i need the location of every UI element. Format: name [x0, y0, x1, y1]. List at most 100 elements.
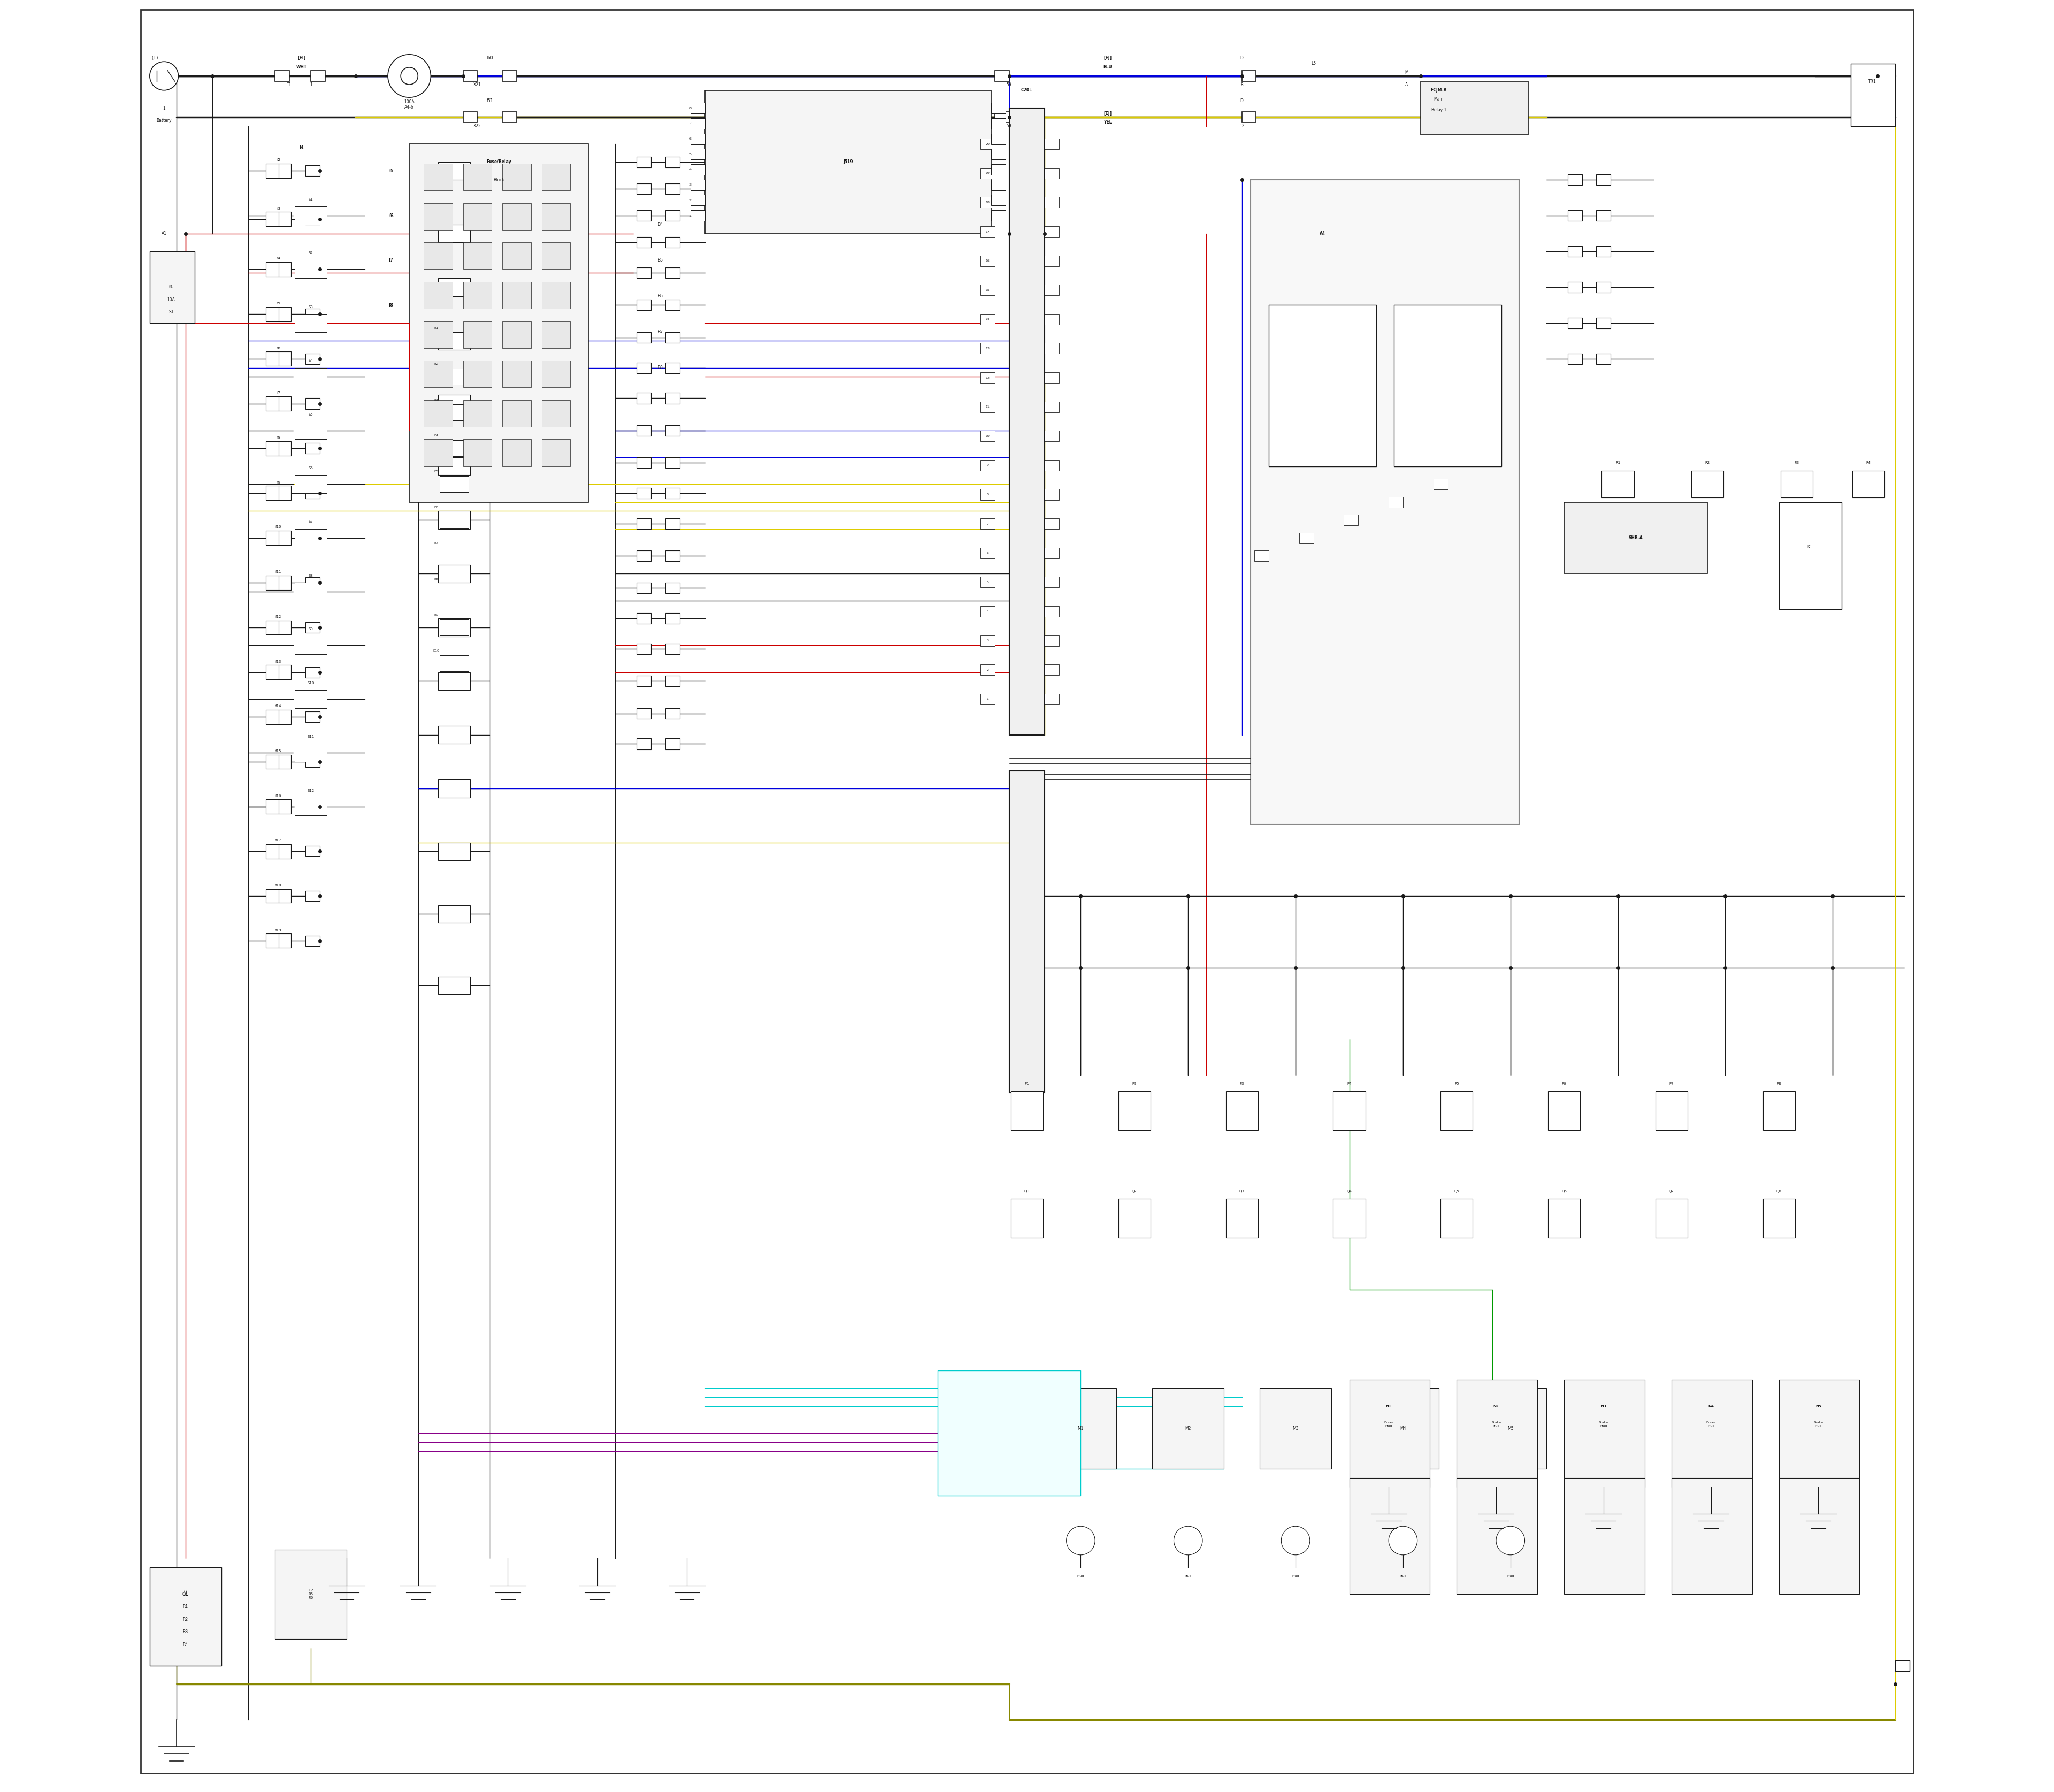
Bar: [637, 643, 651, 654]
Bar: [690, 195, 705, 206]
Bar: [1045, 577, 1060, 588]
Bar: [1045, 256, 1060, 267]
Bar: [306, 165, 320, 176]
Text: 4: 4: [986, 609, 988, 613]
Bar: [462, 202, 491, 229]
Bar: [1779, 1380, 1859, 1487]
Text: S11: S11: [308, 735, 314, 738]
Bar: [1549, 1199, 1580, 1238]
Bar: [980, 285, 994, 296]
Text: YEL: YEL: [1103, 120, 1111, 125]
Bar: [1045, 694, 1060, 704]
Bar: [306, 711, 320, 722]
Bar: [438, 457, 470, 475]
Bar: [306, 846, 320, 857]
Text: f8: f8: [388, 303, 394, 308]
Text: 19: 19: [986, 172, 990, 174]
Bar: [637, 210, 651, 220]
Text: 59: 59: [1006, 82, 1013, 88]
Text: B1: B1: [433, 328, 438, 330]
Bar: [980, 489, 994, 500]
Bar: [440, 548, 468, 564]
Text: 12: 12: [1239, 124, 1245, 129]
Bar: [637, 582, 651, 593]
Bar: [294, 260, 327, 278]
Bar: [1567, 246, 1582, 256]
Text: P3: P3: [1239, 1082, 1245, 1086]
Text: N4: N4: [1709, 1405, 1713, 1409]
Text: Block: Block: [493, 177, 505, 183]
Bar: [267, 620, 292, 634]
Bar: [423, 439, 452, 466]
Text: Battery: Battery: [156, 118, 173, 124]
Text: Brake
Plug: Brake Plug: [1814, 1529, 1824, 1534]
Bar: [462, 163, 491, 190]
Text: Q7: Q7: [1670, 1190, 1674, 1193]
Text: R2: R2: [183, 1616, 189, 1622]
Bar: [665, 332, 680, 342]
Bar: [294, 690, 327, 708]
Bar: [267, 575, 292, 590]
Bar: [992, 118, 1006, 129]
Bar: [994, 70, 1009, 81]
Bar: [306, 353, 320, 364]
Bar: [1851, 63, 1896, 125]
Bar: [665, 299, 680, 310]
Text: f2: f2: [277, 158, 281, 161]
Bar: [275, 1550, 347, 1640]
Text: Brake
Plug: Brake Plug: [1707, 1529, 1715, 1534]
Bar: [440, 333, 468, 349]
Bar: [665, 267, 680, 278]
Text: [EJ]: [EJ]: [1103, 56, 1111, 61]
Text: f3: f3: [277, 206, 281, 210]
Text: Brake
Plug: Brake Plug: [1491, 1421, 1501, 1426]
Text: B2: B2: [433, 362, 438, 366]
Text: P6: P6: [1561, 1082, 1567, 1086]
Text: f6: f6: [388, 213, 394, 219]
Text: f17: f17: [275, 839, 281, 842]
Bar: [937, 1371, 1080, 1496]
Text: 4: 4: [690, 168, 692, 170]
Bar: [992, 102, 1006, 113]
Text: B4: B4: [657, 222, 663, 228]
Bar: [1343, 514, 1358, 525]
Bar: [1045, 518, 1060, 529]
Bar: [1853, 471, 1886, 498]
Bar: [1045, 634, 1060, 645]
Text: Plug: Plug: [1292, 1575, 1298, 1577]
Text: FCJM-R: FCJM-R: [1432, 88, 1446, 93]
Text: N2: N2: [1493, 1405, 1499, 1409]
Bar: [294, 421, 327, 439]
Text: 2: 2: [690, 199, 692, 201]
Bar: [306, 801, 320, 812]
Bar: [992, 133, 1006, 143]
Bar: [980, 461, 994, 471]
Bar: [690, 133, 705, 143]
Text: 100A
A4-6: 100A A4-6: [405, 99, 415, 109]
Text: 12: 12: [986, 376, 990, 380]
Circle shape: [1495, 1527, 1524, 1555]
Bar: [1602, 471, 1633, 498]
Bar: [665, 738, 680, 749]
Bar: [1045, 197, 1060, 208]
Bar: [306, 213, 320, 224]
Bar: [462, 360, 491, 387]
Bar: [690, 118, 705, 129]
Bar: [294, 582, 327, 600]
Text: 1: 1: [690, 215, 692, 217]
Text: WHT: WHT: [296, 65, 308, 70]
Bar: [294, 475, 327, 493]
Bar: [665, 457, 680, 468]
Text: Brake
Plug: Brake Plug: [1707, 1421, 1715, 1426]
Bar: [1045, 314, 1060, 324]
Text: Plug: Plug: [1185, 1575, 1191, 1577]
Bar: [542, 281, 571, 308]
Bar: [1011, 1091, 1043, 1131]
Bar: [690, 149, 705, 159]
Bar: [637, 183, 651, 194]
Text: P8: P8: [1777, 1082, 1781, 1086]
Bar: [503, 439, 532, 466]
Bar: [1567, 317, 1582, 328]
Text: f12: f12: [275, 615, 281, 618]
Text: 5: 5: [690, 152, 692, 156]
